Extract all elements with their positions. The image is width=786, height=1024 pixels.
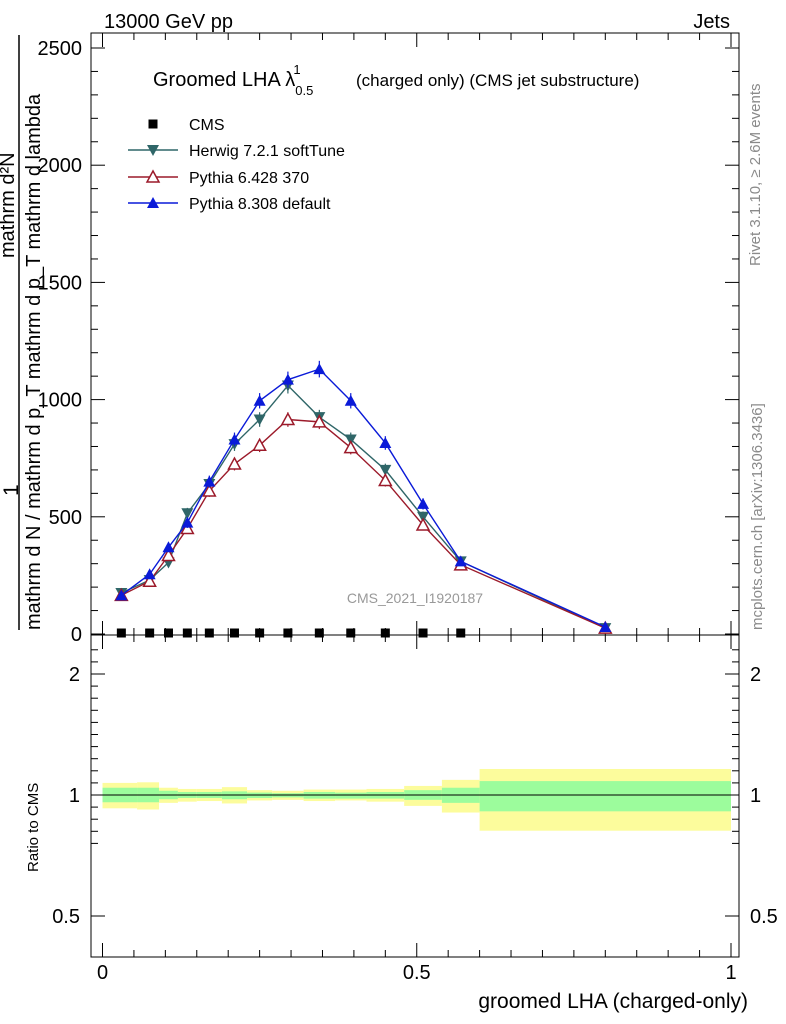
legend-label: Pythia 8.308 default xyxy=(189,196,331,213)
ratio-y-tick-label: 0.5 xyxy=(52,906,80,928)
ratio-y-ticks: 0.5 0.5 1 1 2 2 xyxy=(52,649,778,928)
ratio-y-tick-label: 1 xyxy=(69,785,80,807)
ratio-inner-band xyxy=(335,792,367,799)
series-line xyxy=(120,368,606,628)
data-point xyxy=(204,628,214,638)
data-point xyxy=(599,620,612,632)
main-y-tick-label: 2500 xyxy=(38,38,83,60)
ratio-inner-band xyxy=(479,781,731,812)
main-y-tick-label: 2000 xyxy=(38,155,83,177)
data-point xyxy=(227,456,242,470)
y-axis-label-bottom-text: mathrm d N / mathrm d p_T mathrm d p_T m… xyxy=(23,93,45,630)
data-point xyxy=(314,628,324,638)
legend-label: CMS xyxy=(189,117,225,134)
ratio-x-tick-label: 0.5 xyxy=(403,962,431,984)
ratio-y-tick-label-right: 1 xyxy=(750,785,761,807)
header-left: 13000 GeV pp xyxy=(104,11,233,33)
data-point xyxy=(280,411,296,426)
data-point xyxy=(346,628,356,638)
main-y-tick-label: 500 xyxy=(49,507,82,529)
legend-marker xyxy=(147,145,159,156)
data-point xyxy=(283,628,293,638)
y-axis-label-numerator: 1 xyxy=(0,484,23,496)
data-point xyxy=(115,589,128,601)
data-point xyxy=(116,628,126,638)
data-point xyxy=(378,472,393,487)
ratio-panel: 0.5 0.51 12 2 0 0.5 1 Ratio to CMS groomed LH… xyxy=(25,634,778,1013)
data-point xyxy=(182,628,192,638)
data-point xyxy=(162,541,175,553)
data-point xyxy=(202,483,217,497)
watermark: CMS_2021_I1920187 xyxy=(347,590,483,606)
data-point xyxy=(344,394,357,406)
data-point xyxy=(379,464,392,476)
data-point xyxy=(417,511,430,523)
header-right: Jets xyxy=(693,11,730,33)
data-point xyxy=(313,363,326,375)
data-point xyxy=(312,414,327,428)
data-point xyxy=(418,628,428,638)
y-axis-label-upper: mathrm d²N xyxy=(0,152,19,258)
ratio-frame xyxy=(90,634,740,958)
data-point xyxy=(228,433,241,445)
data-point xyxy=(415,517,431,531)
data-point xyxy=(417,497,430,509)
data-point xyxy=(181,516,194,528)
legend-marker xyxy=(147,197,159,208)
ratio-y-tick-label: 2 xyxy=(69,664,80,686)
chart-title-sup: 1 xyxy=(293,62,300,77)
main-y-tick-label: 1500 xyxy=(38,272,83,294)
chart-title: Groomed LHA λ0.5 1 xyxy=(153,62,313,98)
y-axis-label-upper-text: mathrm d²N xyxy=(0,152,19,258)
data-point xyxy=(180,520,195,535)
data-point xyxy=(281,373,294,385)
chart-title-sub: 0.5 xyxy=(295,83,313,98)
data-point xyxy=(252,437,267,452)
legend-marker xyxy=(148,119,158,129)
data-point xyxy=(203,475,216,487)
data-point xyxy=(181,508,194,520)
data-point xyxy=(255,628,265,638)
ratio-y-tick-label-right: 2 xyxy=(750,664,761,686)
rivet-label: Rivet 3.1.10, ≥ 2.6M events xyxy=(747,84,764,267)
data-point xyxy=(145,628,155,638)
ratio-x-ticks: 0 0.5 1 xyxy=(97,635,737,984)
main-y-ticks: 0 500 1000 1500 2000 2500 xyxy=(38,38,739,646)
mcplots-label: mcplots.cern.ch [arXiv:1306.3436] xyxy=(749,403,766,630)
data-point xyxy=(379,436,392,448)
main-y-tick-label: 0 xyxy=(71,624,82,646)
main-y-tick-label: 1000 xyxy=(38,390,83,412)
y-axis-label-top: mathrm d N / mathrm d p_T mathrm d p_T m… xyxy=(23,93,45,630)
legend-label: Herwig 7.2.1 softTune xyxy=(189,143,345,160)
x-axis-label: groomed LHA (charged-only) xyxy=(478,990,748,1013)
data-point xyxy=(143,568,156,580)
series-0 xyxy=(116,628,466,638)
ratio-x-tick-label: 0 xyxy=(97,962,108,984)
legend: CMS Herwig 7.2.1 softTune Pythia 6.428 370… xyxy=(128,117,345,213)
data-point xyxy=(344,434,357,446)
data-point xyxy=(380,628,390,638)
data-point xyxy=(163,628,173,638)
chart-title-suffix: (charged only) (CMS jet substructure) xyxy=(356,71,639,90)
data-point xyxy=(456,628,466,638)
data-point xyxy=(229,628,239,638)
data-point xyxy=(343,440,359,454)
data-point xyxy=(142,573,157,588)
series-layer xyxy=(114,360,613,638)
ratio-x-tick-label: 1 xyxy=(725,962,736,984)
main-panel: 0 500 1000 1500 2000 2500 Groomed LHA λ0.5 1 (… xyxy=(0,32,740,646)
ratio-y-tick-label-right: 0.5 xyxy=(750,906,778,928)
data-point xyxy=(454,555,467,567)
legend-label: Pythia 6.428 370 xyxy=(189,170,309,187)
data-point xyxy=(253,414,266,426)
data-point xyxy=(161,547,176,562)
series-3 xyxy=(115,360,612,632)
legend-marker xyxy=(145,169,161,183)
data-point xyxy=(253,394,266,406)
chart-title-main: Groomed LHA λ xyxy=(153,69,295,91)
ratio-bands xyxy=(102,768,731,831)
ratio-y-label: Ratio to CMS xyxy=(25,783,42,872)
